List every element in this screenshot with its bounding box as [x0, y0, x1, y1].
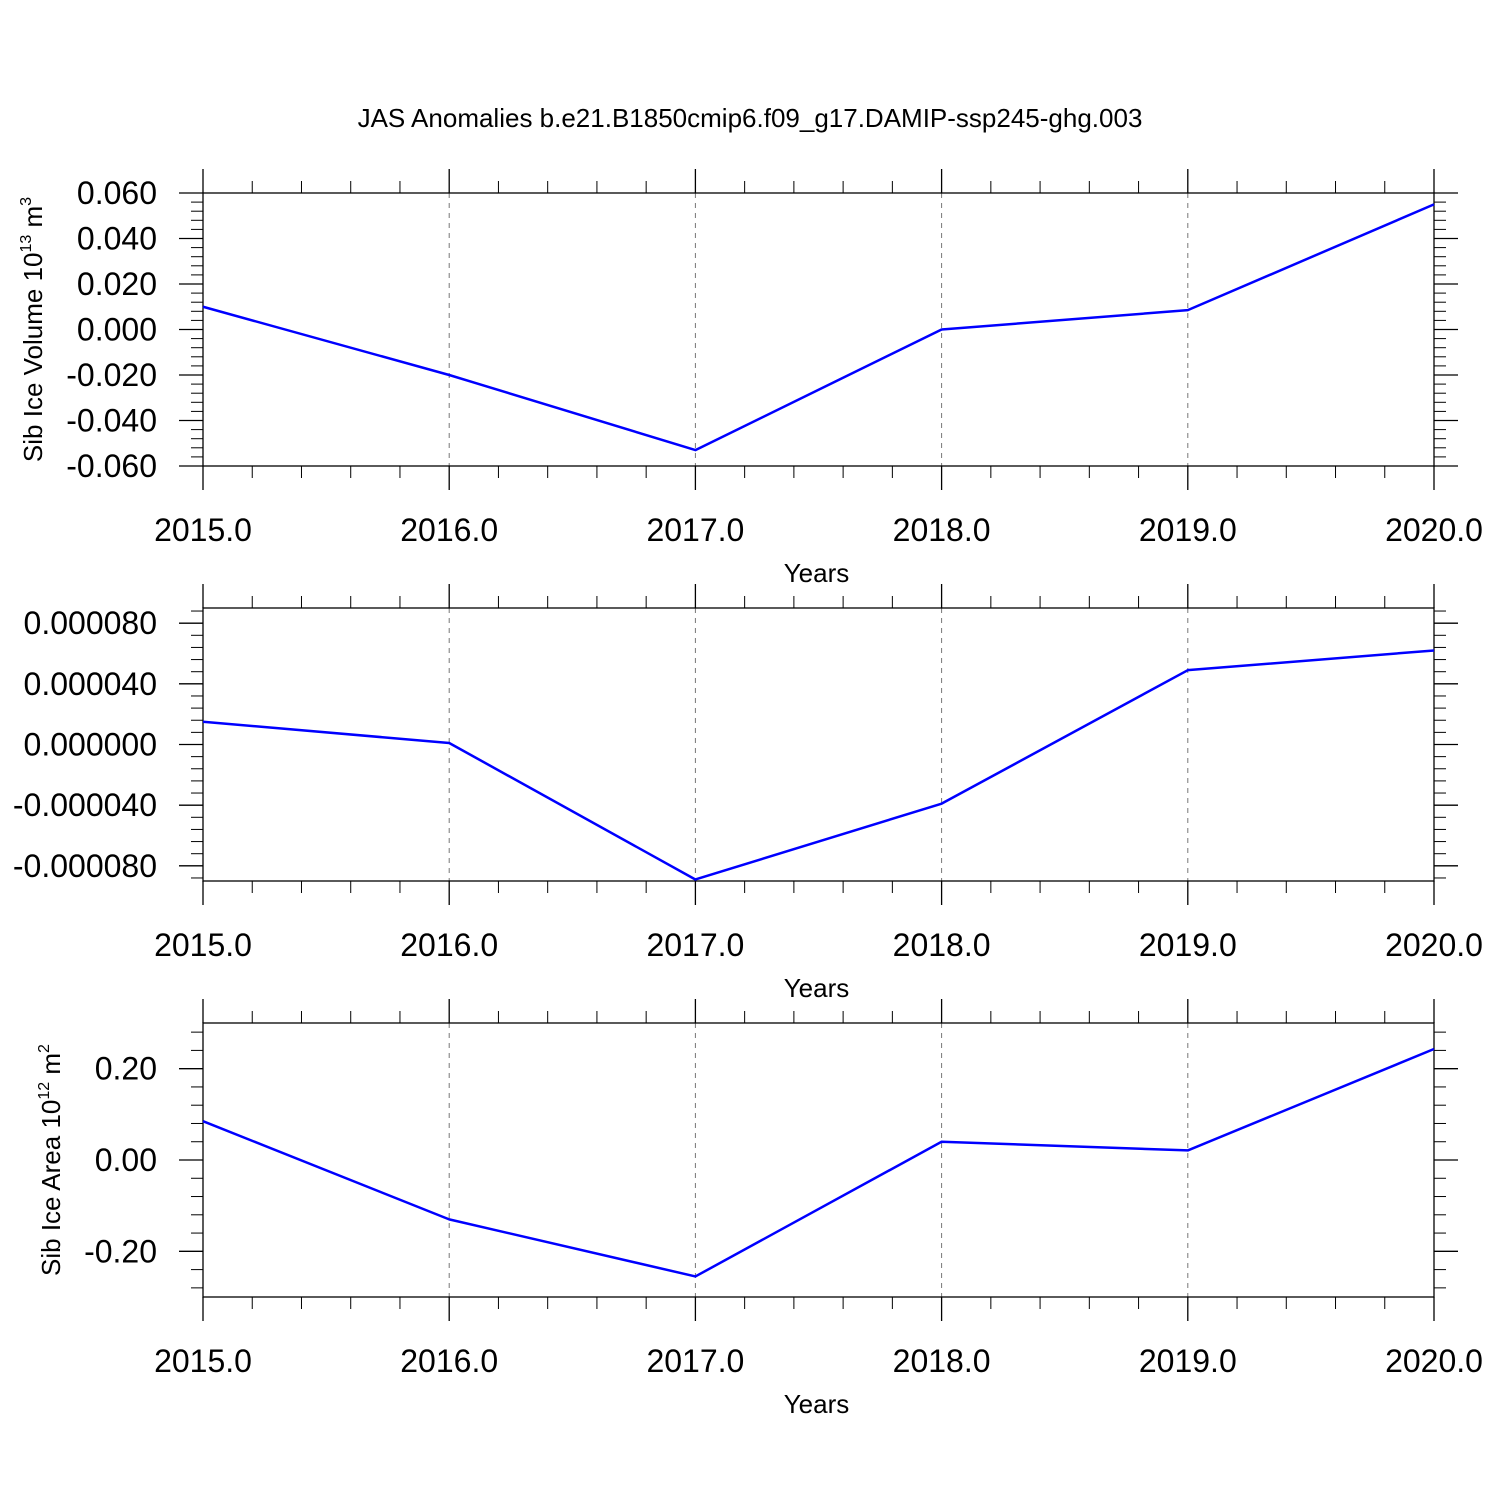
y-tick-label: 0.000080 [24, 605, 157, 641]
x-axis-label: Years [784, 558, 850, 588]
y-tick-label: 0.000000 [24, 727, 157, 763]
x-tick-label: 2017.0 [646, 1343, 744, 1379]
y-tick-label: 0.060 [77, 175, 157, 211]
y-tick-label: 0.20 [95, 1051, 157, 1087]
panel-2: 2015.0 2016.0 2017.0 2018.0 2019.0 2020.0 -0.0… [13, 584, 1483, 1003]
x-tick-label: 2020.0 [1385, 927, 1483, 963]
y-tick-label: -0.060 [66, 448, 157, 484]
plot-frame [202, 607, 1435, 882]
x-tick-label: 2018.0 [893, 512, 991, 548]
y-tick-label: 0.00 [95, 1142, 157, 1178]
x-tick-label: 2017.0 [646, 927, 744, 963]
plot-frame [202, 1022, 1435, 1298]
x-tick-label: 2015.0 [154, 512, 252, 548]
y-tick-label: 0.000 [77, 312, 157, 348]
x-tick-label: 2016.0 [400, 927, 498, 963]
x-tick-label: 2018.0 [893, 927, 991, 963]
plot-frame [202, 192, 1435, 467]
x-tick-label: 2020.0 [1385, 512, 1483, 548]
x-tick-label: 2015.0 [154, 1343, 252, 1379]
x-axis-label: Years [784, 973, 850, 1003]
y-tick-label: 0.040 [77, 221, 157, 257]
x-tick-label: 2018.0 [893, 1343, 991, 1379]
x-tick-label: 2020.0 [1385, 1343, 1483, 1379]
panel-1: 2015.0 2016.0 2017.0 2018.0 2019.0 2020.0 -0.0… [18, 169, 1483, 588]
x-tick-label: 2016.0 [400, 1343, 498, 1379]
chart-title: JAS Anomalies b.e21.B1850cmip6.f09_g17.D… [357, 103, 1143, 133]
y-tick-label: -0.20 [84, 1233, 157, 1269]
x-axis-label: Years [784, 1389, 850, 1419]
x-tick-label: 2019.0 [1139, 512, 1237, 548]
y-tick-label: 0.020 [77, 266, 157, 302]
y-tick-label: -0.020 [66, 357, 157, 393]
series-line [202, 1047, 1435, 1278]
series-line [202, 649, 1435, 881]
y-axis-label: Sib Ice Volume 1013 m3 [18, 197, 48, 462]
x-tick-label: 2015.0 [154, 927, 252, 963]
series-line [202, 203, 1435, 452]
x-tick-label: 2019.0 [1139, 927, 1237, 963]
y-tick-label: 0.000040 [24, 666, 157, 702]
y-tick-label: -0.000040 [13, 787, 157, 823]
y-axis-label: Sib Ice Area 1012 m2 [36, 1044, 66, 1276]
x-tick-label: 2017.0 [646, 512, 744, 548]
x-tick-label: 2016.0 [400, 512, 498, 548]
y-tick-label: -0.000080 [13, 848, 157, 884]
x-tick-label: 2019.0 [1139, 1343, 1237, 1379]
y-tick-label: -0.040 [66, 403, 157, 439]
panel-3: 2015.0 2016.0 2017.0 2018.0 2019.0 2020.0 -0.2… [36, 999, 1483, 1419]
